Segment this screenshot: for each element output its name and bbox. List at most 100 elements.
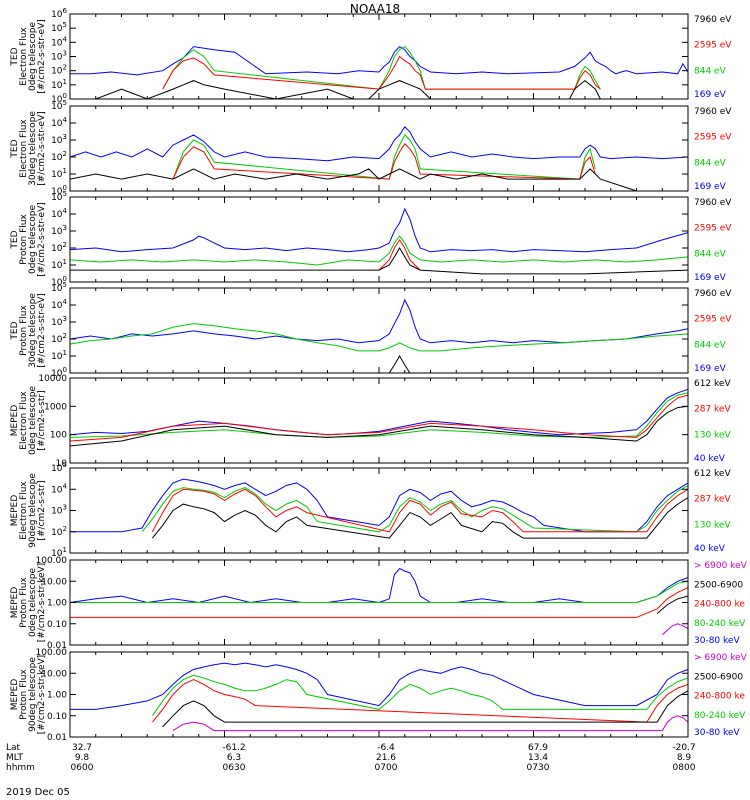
series-line-3-2 bbox=[69, 235, 689, 266]
legend-entry: 30-80 keV bbox=[694, 728, 740, 738]
legend-entry: 287 keV bbox=[694, 495, 731, 505]
series-line-2-2 bbox=[172, 134, 596, 180]
legend-entry: 240-800 ke bbox=[694, 600, 745, 610]
y-tick-label: 0.01 bbox=[47, 641, 67, 651]
legend-entry: 130 keV bbox=[694, 430, 731, 440]
series-line-1-2 bbox=[162, 45, 601, 90]
legend-entry: > 6900 keV bbox=[694, 653, 748, 663]
y-tick-label: 1.00 bbox=[47, 599, 67, 609]
legend-entry: 844 eV bbox=[694, 158, 727, 168]
footer-value: 0730 bbox=[527, 763, 550, 773]
legend-entry: 169 eV bbox=[694, 364, 727, 374]
legend-entry: 844 eV bbox=[694, 249, 727, 259]
series-line-6-4 bbox=[152, 497, 689, 539]
y-axis-label: TEDElectron Flux0deg telescope[#/cm2-s-s… bbox=[10, 19, 47, 94]
series-line-3-4 bbox=[70, 247, 689, 275]
series-line-5-1 bbox=[69, 388, 689, 436]
y-tick-label: 0.01 bbox=[47, 733, 67, 743]
legend-entry: 844 eV bbox=[694, 66, 727, 76]
legend-entry: 612 keV bbox=[694, 379, 731, 389]
series-line-2-1 bbox=[69, 126, 689, 162]
legend-entry: 40 keV bbox=[694, 544, 726, 554]
y-axis-label: MEPEDElectron Flux0deg telescope[#/cm2-s… bbox=[10, 386, 47, 456]
series-line-7-2 bbox=[70, 580, 689, 603]
series-line-6-3 bbox=[151, 488, 689, 533]
legend-entry: 2500-6900 bbox=[694, 580, 743, 590]
y-tick-label: 0.10 bbox=[47, 712, 67, 722]
y-tick-label: 100.00 bbox=[36, 648, 68, 658]
series-line-3-3 bbox=[378, 238, 421, 271]
footer-row-label: hhmm bbox=[6, 763, 35, 773]
series-line-8-3 bbox=[152, 679, 689, 723]
series-line-8-5 bbox=[172, 715, 689, 732]
legend-entry: 844 eV bbox=[694, 340, 727, 350]
series-line-7-3 bbox=[70, 587, 689, 618]
footer-value: -6.4 bbox=[377, 743, 395, 753]
legend-entry: 40 keV bbox=[694, 454, 726, 464]
legend-entry: 240-800 ke bbox=[694, 692, 745, 702]
legend-entry: 7960 eV bbox=[694, 289, 732, 299]
legend-entry: 2595 eV bbox=[694, 41, 732, 51]
series-line-6-1 bbox=[70, 478, 689, 533]
y-tick-label: 1.00 bbox=[47, 691, 67, 701]
footer-value: 0600 bbox=[71, 763, 94, 773]
footer-value: -20.7 bbox=[672, 743, 695, 753]
series-line-5-2 bbox=[69, 392, 689, 438]
y-axis-label: MEPEDProton Flux90deg telescope[#/cm2-s-… bbox=[10, 655, 47, 734]
panel-5: 10 100 1000 10000 MEPEDElectron Flux0deg tel… bbox=[10, 374, 731, 469]
date-label: 2019 Dec 05 bbox=[6, 787, 70, 798]
series-line-1-1 bbox=[70, 45, 689, 76]
y-axis-label: TEDProton Flux0deg telescope[#/cm2-s-str… bbox=[10, 202, 47, 277]
legend-entry: 2595 eV bbox=[694, 315, 732, 325]
footer-row-label: Lat bbox=[6, 743, 21, 753]
footer-value: 67.9 bbox=[528, 743, 548, 753]
y-axis-label: MEPEDElectron Flux90deg telescope[#/cm2-… bbox=[10, 473, 47, 548]
footer-value: -61.2 bbox=[222, 743, 245, 753]
legend-entry: 30-80 keV bbox=[694, 636, 740, 646]
legend-entry: 80-240 keV bbox=[694, 711, 746, 721]
legend-entry: 7960 eV bbox=[694, 107, 732, 117]
footer-value: 6.3 bbox=[227, 753, 241, 763]
series-line-2-3 bbox=[172, 143, 596, 180]
legend-entry: 169 eV bbox=[694, 273, 727, 283]
footer-value: 13.4 bbox=[528, 753, 548, 763]
legend-entry: 130 keV bbox=[694, 520, 731, 530]
footer-value: 32.7 bbox=[72, 743, 92, 753]
legend-entry: > 6900 keV bbox=[694, 561, 748, 571]
series-line-8-2 bbox=[151, 674, 689, 717]
series-line-8-1 bbox=[70, 662, 689, 710]
series-line-7-4 bbox=[656, 595, 689, 614]
plot-title: NOAA18 bbox=[350, 2, 400, 16]
legend-entry: 2595 eV bbox=[694, 224, 732, 234]
legend-entry: 7960 eV bbox=[694, 15, 732, 25]
legend-entry: 80-240 keV bbox=[694, 619, 746, 629]
legend-entry: 169 eV bbox=[694, 182, 727, 192]
legend-entry: 169 eV bbox=[694, 90, 727, 100]
legend-entry: 7960 eV bbox=[694, 198, 732, 208]
y-tick-label: 100.00 bbox=[36, 556, 68, 566]
series-line-3-1 bbox=[69, 207, 689, 253]
y-tick-label: 100 bbox=[50, 431, 67, 441]
footer-row-label: MLT bbox=[6, 753, 24, 763]
y-axis-label: TEDProton Flux30deg telescope[#/cm2-s-st… bbox=[10, 293, 47, 368]
y-tick-label: 10.00 bbox=[41, 577, 67, 587]
legend-entry: 2595 eV bbox=[694, 133, 732, 143]
series-line-1-3 bbox=[162, 55, 601, 90]
footer-value: 0700 bbox=[375, 763, 398, 773]
y-axis-label: TEDElectron Flux30deg telescope[#/cm2-s-… bbox=[10, 111, 47, 186]
footer-value: 8.9 bbox=[677, 753, 692, 763]
legend-entry: 612 keV bbox=[694, 469, 731, 479]
y-tick-label: 0.10 bbox=[47, 620, 67, 630]
series-line-5-3 bbox=[69, 394, 689, 442]
y-tick-label: 10000 bbox=[38, 374, 67, 384]
footer-value: 9.8 bbox=[75, 753, 90, 763]
series-line-6-2 bbox=[141, 485, 689, 533]
legend-entry: 287 keV bbox=[694, 405, 731, 415]
series-line-2-4 bbox=[69, 168, 688, 192]
